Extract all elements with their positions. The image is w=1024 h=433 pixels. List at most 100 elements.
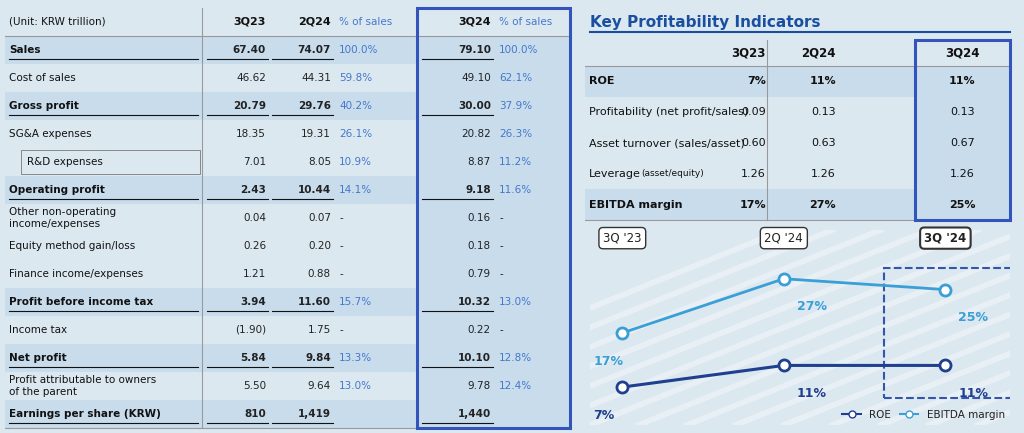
Text: 0.13: 0.13 (950, 107, 975, 117)
Text: 0.26: 0.26 (243, 241, 266, 251)
Text: 11%: 11% (949, 76, 976, 87)
Text: 3Q24: 3Q24 (945, 46, 979, 59)
Text: 20.79: 20.79 (233, 101, 266, 111)
Text: 15.7%: 15.7% (339, 297, 372, 307)
Bar (417, 232, 570, 260)
Text: 12.4%: 12.4% (499, 381, 532, 391)
Text: (Unit: KRW trillion): (Unit: KRW trillion) (9, 17, 105, 27)
Bar (5, 36, 417, 64)
Text: 27%: 27% (809, 200, 836, 210)
Text: ROE: ROE (589, 76, 614, 87)
Bar (417, 344, 570, 372)
Text: 2Q24: 2Q24 (298, 17, 331, 27)
Text: 37.9%: 37.9% (499, 101, 532, 111)
Text: Profit before income tax: Profit before income tax (9, 297, 154, 307)
Text: Other non-operating
income/expenses: Other non-operating income/expenses (9, 207, 116, 229)
Text: -: - (339, 241, 343, 251)
Text: 3Q24: 3Q24 (459, 17, 490, 27)
Text: Key Profitability Indicators: Key Profitability Indicators (590, 16, 820, 30)
Text: -: - (339, 325, 343, 335)
Text: 8.87: 8.87 (468, 157, 490, 167)
Bar (585, 66, 915, 97)
Text: 0.07: 0.07 (308, 213, 331, 223)
Bar (417, 288, 570, 316)
Text: 30.00: 30.00 (458, 101, 490, 111)
Text: 2.43: 2.43 (240, 185, 266, 195)
Text: 0.79: 0.79 (468, 269, 490, 279)
Text: 0.60: 0.60 (741, 138, 766, 148)
Text: 0.04: 0.04 (243, 213, 266, 223)
Bar (915, 189, 1010, 220)
Text: 19.31: 19.31 (301, 129, 331, 139)
Text: 10.9%: 10.9% (339, 157, 372, 167)
Text: 100.0%: 100.0% (499, 45, 539, 55)
Text: 11%: 11% (958, 387, 988, 400)
Text: 0.13: 0.13 (811, 107, 836, 117)
Bar (915, 128, 1010, 158)
Text: 1,419: 1,419 (298, 409, 331, 419)
Text: Cost of sales: Cost of sales (9, 73, 76, 83)
Bar (417, 8, 570, 428)
Text: SG&A expenses: SG&A expenses (9, 129, 91, 139)
Text: 0.16: 0.16 (468, 213, 490, 223)
Text: -: - (499, 269, 503, 279)
Text: 59.8%: 59.8% (339, 73, 372, 83)
Bar (417, 400, 570, 428)
Bar (22, 150, 200, 174)
Text: -: - (339, 269, 343, 279)
Text: 3Q '24: 3Q '24 (925, 232, 967, 245)
Text: 12.8%: 12.8% (499, 353, 532, 363)
Text: 26.1%: 26.1% (339, 129, 372, 139)
Text: -: - (499, 325, 503, 335)
Bar (417, 92, 570, 120)
Text: EBITDA margin: EBITDA margin (589, 200, 683, 210)
Text: 26.3%: 26.3% (499, 129, 532, 139)
Text: 0.09: 0.09 (741, 107, 766, 117)
Text: 9.78: 9.78 (468, 381, 490, 391)
Text: R&D expenses: R&D expenses (27, 157, 102, 167)
Text: 3Q23: 3Q23 (731, 46, 766, 59)
Legend: ROE, EBITDA margin: ROE, EBITDA margin (838, 406, 1009, 424)
Text: Finance income/expenses: Finance income/expenses (9, 269, 143, 279)
Text: 10.10: 10.10 (458, 353, 490, 363)
Text: 0.67: 0.67 (950, 138, 975, 148)
Text: 1.26: 1.26 (950, 169, 975, 179)
Text: 25%: 25% (958, 311, 988, 324)
Text: (1.90): (1.90) (234, 325, 266, 335)
Text: 2Q '24: 2Q '24 (765, 232, 803, 245)
Text: 25%: 25% (949, 200, 976, 210)
Text: 10.32: 10.32 (458, 297, 490, 307)
Bar (417, 36, 570, 64)
Text: 13.0%: 13.0% (499, 297, 532, 307)
Text: 11.2%: 11.2% (499, 157, 532, 167)
Text: 1,440: 1,440 (458, 409, 490, 419)
Bar (915, 97, 1010, 128)
Text: (asset/equity): (asset/equity) (641, 169, 703, 178)
Text: 10.44: 10.44 (298, 185, 331, 195)
Text: 0.88: 0.88 (308, 269, 331, 279)
Text: 1.26: 1.26 (741, 169, 766, 179)
Bar (5, 92, 417, 120)
Bar (5, 400, 417, 428)
Text: 7%: 7% (748, 76, 766, 87)
Text: Net profit: Net profit (9, 353, 67, 363)
Text: 3Q23: 3Q23 (233, 17, 266, 27)
Bar (915, 66, 1010, 97)
Text: 13.3%: 13.3% (339, 353, 372, 363)
Text: 1.75: 1.75 (308, 325, 331, 335)
Text: 67.40: 67.40 (232, 45, 266, 55)
Text: % of sales: % of sales (499, 17, 552, 27)
Text: 0.63: 0.63 (811, 138, 836, 148)
Bar (5, 176, 417, 204)
Text: -: - (499, 213, 503, 223)
Bar (417, 148, 570, 176)
Bar (915, 158, 1010, 189)
Text: 8.05: 8.05 (308, 157, 331, 167)
Text: Profitability (net profit/sales): Profitability (net profit/sales) (589, 107, 749, 117)
Bar (417, 64, 570, 92)
Text: 11.60: 11.60 (298, 297, 331, 307)
Bar (417, 316, 570, 344)
Bar (417, 372, 570, 400)
Text: 11.6%: 11.6% (499, 185, 532, 195)
Bar (417, 120, 570, 148)
